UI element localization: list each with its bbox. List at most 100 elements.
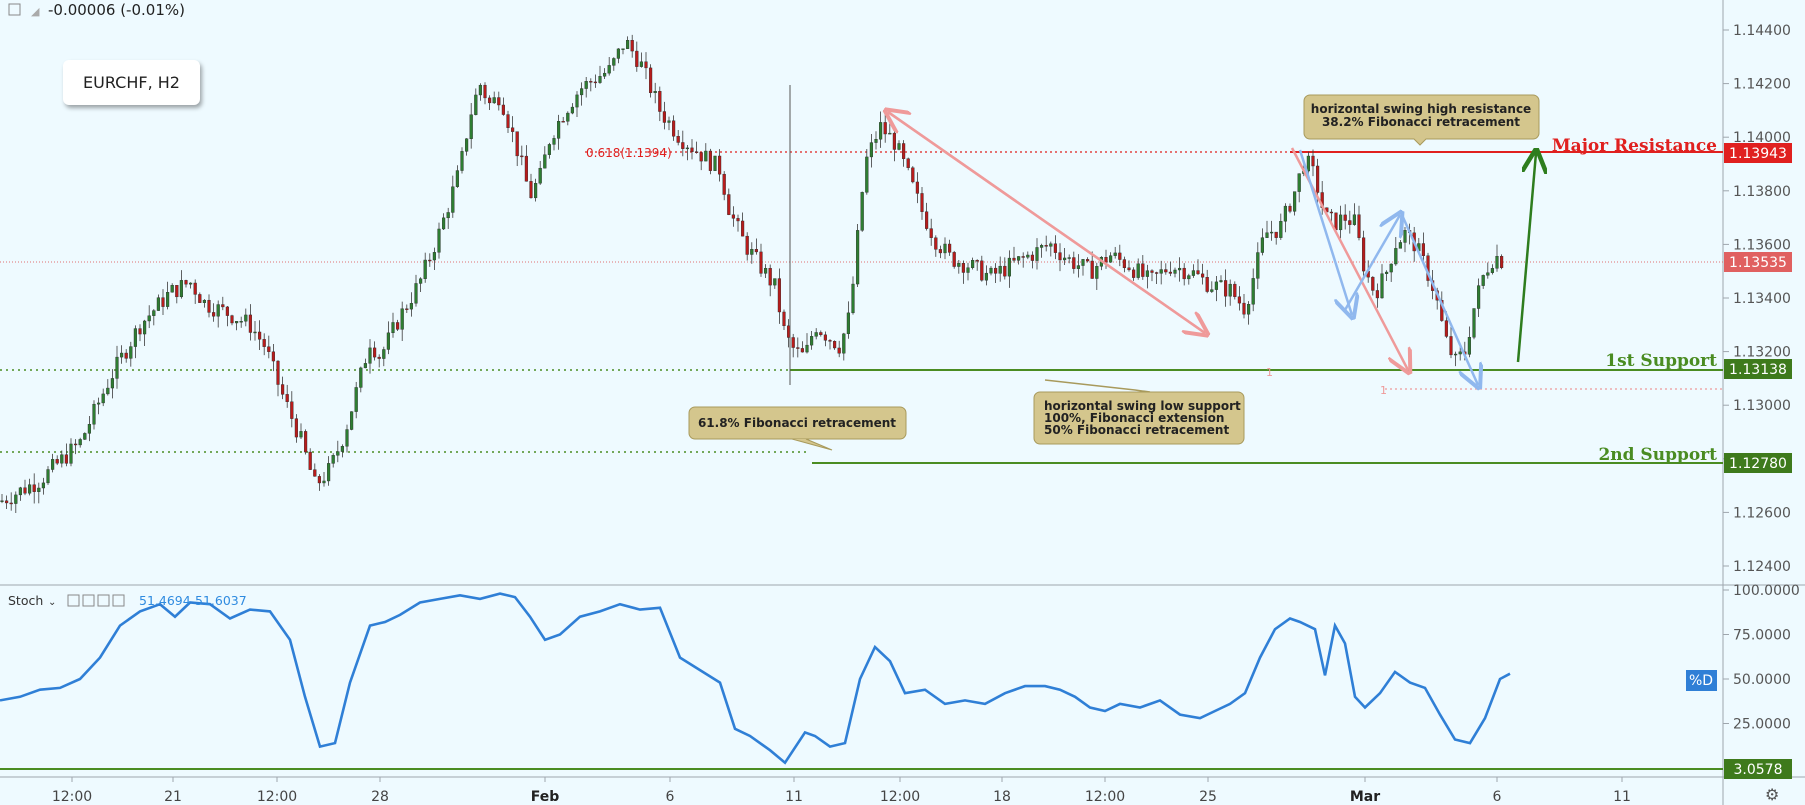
candle-body (396, 322, 400, 330)
blue-arrow-2 (1343, 215, 1400, 311)
candle-body (1205, 277, 1209, 292)
candle-body (584, 81, 588, 89)
candle-body (336, 451, 340, 456)
candle-body (1311, 155, 1315, 167)
candle-body (1026, 254, 1030, 258)
stoch-menu-chevron-icon[interactable]: ⌄ (48, 597, 56, 608)
candle-body (437, 228, 441, 253)
drawings (789, 85, 1536, 385)
candle-body (814, 332, 818, 337)
candle-body (557, 121, 561, 139)
candle-body (359, 367, 363, 388)
candle-body (1150, 270, 1154, 273)
candle-body (1237, 296, 1241, 304)
candle-body (1453, 353, 1458, 356)
settings-gear-icon[interactable]: ⚙ (1765, 785, 1779, 804)
stoch-series-tag[interactable]: %D (1686, 670, 1717, 691)
candle-body (952, 252, 956, 267)
candle-body (290, 401, 294, 419)
tag-major-resistance-text: 1.13943 (1729, 146, 1787, 162)
candle-body (299, 431, 303, 438)
candle-body (1288, 205, 1292, 212)
candle-body (474, 94, 478, 115)
candle-body (46, 469, 50, 484)
candle-body (497, 97, 501, 106)
candle-body (851, 283, 855, 314)
candle-body (234, 321, 239, 324)
price-tick-label: 1.12600 (1733, 505, 1791, 521)
candle-body (455, 170, 459, 187)
candle-body (1118, 252, 1122, 260)
time-tick-label: 21 (164, 789, 182, 805)
red-arrow-feb-down (887, 110, 1205, 333)
candle-body (520, 155, 524, 158)
price-tick-label: 1.14200 (1733, 77, 1791, 93)
candle-body (156, 297, 160, 311)
candle-body (170, 285, 174, 293)
candle-body (147, 315, 151, 322)
candle-body (32, 484, 36, 492)
candle-body (28, 484, 32, 494)
time-tick-label: 12:00 (52, 789, 92, 805)
candle-body (175, 285, 179, 298)
candle-body (308, 451, 312, 470)
candle-body (488, 97, 492, 104)
candle-body (419, 278, 423, 284)
candle-body (718, 155, 722, 175)
candle-body (1292, 191, 1297, 212)
candle-body (9, 502, 13, 505)
stoch-eye-icon[interactable] (67, 594, 80, 607)
candle-body (1210, 289, 1214, 292)
candle-body (934, 237, 938, 250)
candle-body (616, 48, 620, 59)
candle-body (1053, 243, 1057, 253)
candle-body (515, 131, 519, 157)
candle-body (142, 320, 147, 335)
candle-body (446, 212, 450, 219)
candle-body (695, 151, 699, 153)
stoch-settings-icon[interactable] (82, 594, 95, 607)
candle-body (957, 263, 961, 267)
candle-body (1403, 230, 1407, 243)
candle-body (428, 259, 432, 262)
time-tick-label: 28 (371, 789, 389, 805)
stoch-add-icon[interactable] (97, 594, 110, 607)
candle-body (911, 167, 915, 183)
candle-body (1495, 256, 1499, 269)
candle-body (1164, 269, 1168, 273)
candle-body (1219, 280, 1223, 283)
price-tick-label: 1.14400 (1733, 23, 1791, 39)
candle-body (589, 81, 593, 83)
candle-body (1154, 272, 1159, 274)
note-support: horizontal swing low support 100%, Fibon… (1033, 379, 1245, 445)
tag-current-price: 1.13535 (1724, 252, 1792, 272)
candle-body (1131, 269, 1136, 278)
candle-body (230, 315, 234, 324)
candle-body (1200, 273, 1205, 278)
candle-body (258, 331, 262, 340)
stoch-title[interactable]: Stoch (8, 593, 43, 608)
candle-body (354, 387, 358, 412)
candle-body (409, 303, 413, 310)
candle-body (796, 347, 800, 349)
candle-body (1196, 270, 1200, 275)
candle-body (1499, 256, 1504, 268)
collapse-icon[interactable] (8, 3, 21, 16)
candle-body (1017, 256, 1021, 261)
candle-body (405, 308, 409, 310)
candle-body (1440, 300, 1444, 321)
stoch-close-icon[interactable] (112, 594, 125, 607)
candle-body (41, 482, 45, 489)
candle-body (18, 487, 22, 496)
candle-body (152, 310, 156, 316)
fib-one-label-b: 1 (1380, 384, 1387, 397)
candle-body (561, 121, 565, 123)
candle-body (340, 446, 344, 452)
candle-body (285, 394, 289, 402)
candle-body (322, 480, 326, 484)
candle-body (1361, 237, 1366, 272)
candle-body (1007, 257, 1011, 277)
price-tick-label: 1.13000 (1733, 398, 1791, 414)
candle-body (524, 155, 528, 182)
